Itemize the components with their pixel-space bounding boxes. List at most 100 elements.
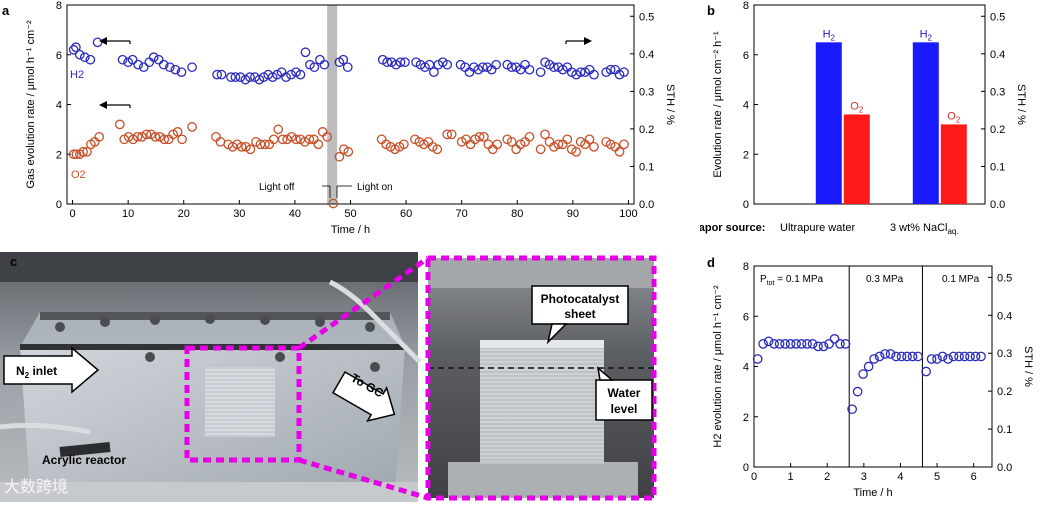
category-nacl: 3 wt% NaClaq. [890, 222, 959, 236]
y2-tick-label: 0.0 [990, 199, 1005, 211]
y-tick-label: 2 [743, 412, 749, 424]
light-off-shade [327, 5, 338, 204]
point-h2 [309, 62, 320, 73]
chart-d-points [752, 334, 986, 415]
y2-axis-label: STH / % [664, 84, 676, 125]
x-tick-label: 100 [619, 208, 637, 220]
bar-label-h2: H2 [920, 28, 933, 42]
point-h2 [813, 341, 823, 352]
bar-label-base: O [850, 100, 859, 112]
point-h2 [133, 59, 144, 70]
panel-letter-a: a [2, 3, 10, 18]
point-o2 [260, 139, 270, 150]
point-h2 [245, 72, 255, 82]
segment-label-2: 0.3 MPa [866, 274, 904, 285]
point-h2 [442, 59, 453, 70]
h2-series-label: H2 [70, 69, 84, 81]
point-o2 [343, 146, 354, 157]
point-h2 [477, 62, 488, 73]
x-tick-label: 70 [456, 208, 468, 220]
y2-tick-label: 0.4 [639, 49, 654, 61]
point-o2 [322, 131, 333, 142]
point-h2 [796, 339, 807, 349]
point-o2 [68, 149, 79, 160]
point-h2 [144, 57, 155, 68]
point-o2 [211, 131, 221, 142]
y-tick-label: 2 [743, 149, 749, 161]
point-h2 [79, 52, 90, 63]
panel-letter-c: c [10, 254, 17, 269]
point-h2 [127, 54, 138, 65]
sth-right-arrow [565, 37, 592, 45]
point-h2 [774, 339, 785, 349]
o2-series-text: O2 [71, 169, 86, 181]
point-h2 [976, 351, 986, 362]
bar-label-base: H [920, 28, 928, 40]
point-h2 [896, 351, 907, 362]
photocatalyst-callout [531, 285, 629, 345]
point-h2 [164, 62, 175, 73]
point-h2 [769, 339, 779, 349]
bar-label-sub: 2 [859, 105, 864, 114]
y-tick-label: 2 [56, 149, 62, 161]
point-h2 [286, 69, 296, 80]
point-h2 [758, 339, 769, 349]
chart-a-points [68, 37, 629, 209]
point-o2 [524, 131, 535, 142]
y2-tick-label: 0.0 [997, 462, 1012, 474]
n2-inlet-text: N [16, 364, 25, 378]
point-h2 [902, 351, 912, 362]
h2-left-arrow [99, 37, 131, 45]
y2-tick-label: 0.5 [639, 11, 654, 23]
point-o2 [268, 134, 279, 145]
x-tick-label: 30 [233, 208, 245, 220]
point-h2 [524, 64, 535, 75]
y-axis-label: H2 evolution rate / μmol h⁻¹ cm⁻² [712, 285, 724, 448]
point-o2 [376, 134, 387, 145]
point-h2 [71, 42, 81, 53]
x-tick-label: 10 [122, 208, 134, 220]
reactor-photo: c N2 inlet To GC Acrylic reactor Photoca… [0, 252, 700, 502]
y2-tick-label: 0.5 [990, 11, 1005, 23]
point-o2 [619, 139, 629, 150]
segment-label-3: 0.1 MPa [942, 274, 980, 285]
point-o2 [328, 198, 339, 209]
y-tick-label: 8 [743, 261, 749, 273]
point-h2 [807, 339, 818, 349]
point-o2 [474, 131, 485, 142]
category-ultrapure-water: Ultrapure water [780, 222, 856, 234]
point-o2 [114, 119, 125, 130]
point-o2 [215, 136, 226, 147]
x-tick-label: 6 [971, 471, 977, 483]
n2-inlet-arrow [3, 346, 100, 394]
point-h2 [885, 349, 896, 359]
y-tick-label: 8 [56, 0, 62, 12]
point-h2 [575, 67, 586, 78]
point-o2 [589, 141, 599, 152]
point-h2 [937, 351, 948, 362]
point-h2 [824, 339, 834, 349]
chart-d-axes: 0 2 4 6 8 0.0 0.1 0.2 0.3 0.4 0.5 0 1 2 3 4 5 6 Time / h H2… [712, 261, 1034, 499]
y-tick-label: 4 [743, 362, 749, 374]
point-o2 [506, 136, 517, 147]
point-o2 [317, 127, 328, 137]
x-tick-label: 5 [934, 471, 940, 483]
point-h2 [589, 69, 599, 80]
x-tick-label: 0 [69, 208, 75, 220]
point-h2 [874, 351, 885, 362]
point-h2 [85, 54, 96, 65]
point-o2 [446, 129, 457, 140]
point-o2 [159, 134, 170, 145]
point-h2 [818, 341, 829, 352]
x-tick-label: 80 [511, 208, 523, 220]
point-h2 [342, 62, 353, 73]
point-h2 [835, 339, 845, 349]
point-o2 [150, 131, 161, 142]
point-h2 [520, 59, 530, 70]
bar-label-sub: 2 [831, 33, 836, 42]
y2-tick-label: 0.3 [990, 86, 1005, 98]
x-tick-label: 0 [751, 471, 757, 483]
point-h2 [840, 339, 851, 349]
point-o2 [492, 139, 503, 150]
point-o2 [141, 129, 152, 140]
